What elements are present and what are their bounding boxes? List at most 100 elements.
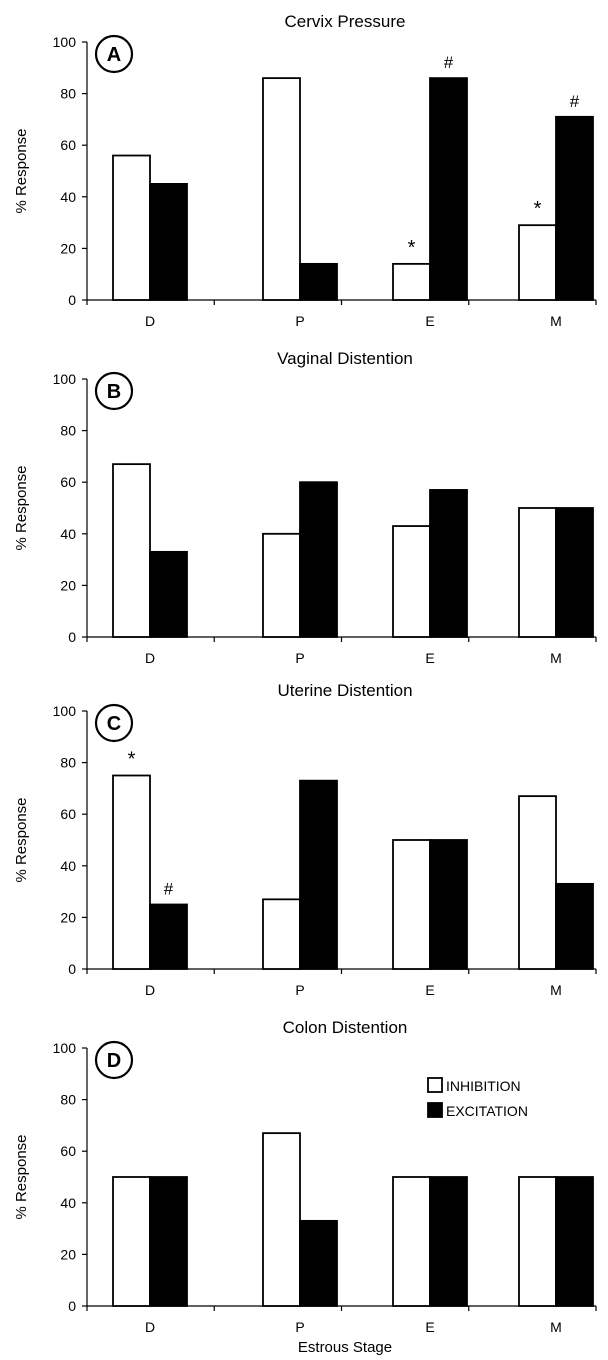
y-axis-label: % Response [13,1134,30,1219]
y-tick-label: 40 [60,526,76,542]
legend-swatch-inhibition [427,1077,443,1093]
significance-hash: # [164,880,174,899]
x-tick-label: M [550,1319,562,1335]
panel-title: Colon Distention [283,1018,408,1037]
y-tick-label: 80 [60,423,76,439]
x-tick-label: D [145,982,155,998]
x-tick-label: D [145,1319,155,1335]
y-tick-label: 100 [53,703,77,719]
y-tick-label: 60 [60,474,76,490]
bar-excitation [149,182,188,301]
y-tick-label: 60 [60,137,76,153]
panel-b: Vaginal Distention B % Response 0 20 40 60 80 10… [13,349,597,666]
x-tick-label: M [550,650,562,666]
significance-asterisk: * [128,749,136,771]
panel-letter: B [107,381,121,403]
bar-excitation [299,481,338,638]
bar-excitation [429,839,468,970]
bar-excitation [555,507,594,638]
y-tick-label: 0 [68,629,76,645]
x-tick-label: P [295,313,304,329]
x-tick-label: M [550,313,562,329]
bar-inhibition [518,1176,557,1307]
bar-inhibition [392,839,431,970]
x-tick-label: E [425,982,434,998]
significance-hash: # [444,53,454,72]
bar-excitation [149,903,188,970]
bar-inhibition [262,1132,301,1307]
bar-inhibition [518,507,557,638]
y-tick-label: 20 [60,909,76,925]
y-tick-label: 80 [60,86,76,102]
y-tick-label: 100 [53,34,77,50]
y-tick-label: 80 [60,755,76,771]
x-tick-label: P [295,650,304,666]
legend-label-excitation: EXCITATION [446,1103,528,1119]
bar-excitation [149,550,188,638]
significance-hash: # [570,92,580,111]
y-tick-label: 40 [60,858,76,874]
legend-swatch-excitation [427,1102,443,1118]
y-axis-label: % Response [13,465,30,550]
bar-excitation [149,1176,188,1307]
y-tick-label: 0 [68,292,76,308]
x-tick-label: E [425,313,434,329]
y-tick-label: 40 [60,189,76,205]
x-tick-label: P [295,982,304,998]
bar-inhibition [112,1176,151,1307]
x-tick-label: E [425,650,434,666]
panel-letter: D [107,1050,121,1072]
bar-excitation [555,1176,594,1307]
significance-asterisk: * [534,198,542,220]
bar-excitation [555,882,594,970]
bar-inhibition [392,1176,431,1307]
x-tick-label: E [425,1319,434,1335]
y-axis-label: % Response [13,797,30,882]
bar-inhibition [392,262,431,301]
y-tick-label: 20 [60,1246,76,1262]
bar-excitation [429,1176,468,1307]
x-tick-label: P [295,1319,304,1335]
y-tick-label: 100 [53,371,77,387]
y-tick-label: 100 [53,1040,77,1056]
x-tick-label: D [145,313,155,329]
y-tick-label: 40 [60,1195,76,1211]
bar-inhibition [518,224,557,301]
bar-inhibition [112,463,151,638]
bar-excitation [429,489,468,638]
y-tick-label: 0 [68,1298,76,1314]
panel-letter-circle [94,1040,134,1080]
legend-label-inhibition: INHIBITION [446,1078,521,1094]
bar-inhibition [112,154,151,301]
panel-title: Cervix Pressure [285,12,406,31]
y-tick-label: 20 [60,577,76,593]
panel-letter: A [107,44,121,66]
y-tick-label: 60 [60,1143,76,1159]
panel-letter-circle [94,703,134,743]
panel-c: Uterine Distention C % Response 0 20 40 60 80 10… [13,681,597,998]
y-tick-label: 80 [60,1092,76,1108]
bar-inhibition [392,525,431,638]
x-axis-label: Estrous Stage [298,1339,392,1356]
panel-letter-circle [94,371,134,411]
panel-letter: C [107,713,121,735]
bar-excitation [429,77,468,301]
bar-excitation [299,262,338,301]
y-tick-label: 60 [60,806,76,822]
bar-excitation [299,779,338,970]
panel-letter-circle [94,34,134,74]
y-tick-label: 0 [68,961,76,977]
bar-inhibition [112,774,151,970]
bar-inhibition [262,77,301,301]
y-axis-label: % Response [13,128,30,213]
x-tick-label: D [145,650,155,666]
panel-a: Cervix Pressure A % Response 0 20 40 60 80 100 D P… [13,12,597,329]
significance-asterisk: * [408,237,416,259]
bar-inhibition [518,795,557,970]
panel-title: Uterine Distention [277,681,412,700]
y-tick-label: 20 [60,240,76,256]
x-tick-label: M [550,982,562,998]
panel-title: Vaginal Distention [277,349,413,368]
bar-inhibition [262,898,301,970]
bar-excitation [555,115,594,301]
